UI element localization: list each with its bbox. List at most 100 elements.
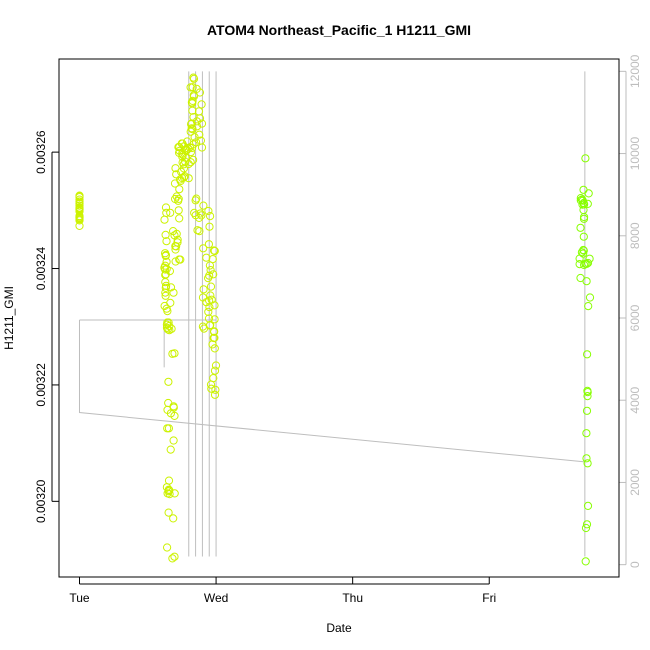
data-point <box>583 459 592 468</box>
data-point <box>160 215 169 224</box>
data-point <box>196 209 205 218</box>
data-point <box>576 223 585 232</box>
data-point <box>211 361 221 370</box>
y2-tick-label: 6000 <box>628 304 642 331</box>
data-point <box>190 208 199 217</box>
data-point <box>583 199 592 208</box>
data-point <box>206 212 215 221</box>
data-point <box>189 74 199 83</box>
data-point <box>205 222 214 231</box>
data-point <box>166 208 175 217</box>
data-point <box>180 142 189 151</box>
data-point <box>206 380 216 389</box>
x-tick-label: Thu <box>342 591 363 605</box>
data-point <box>190 133 199 142</box>
data-point <box>195 227 204 236</box>
x-tick-label: Fri <box>482 591 496 605</box>
data-point <box>172 192 181 201</box>
data-point <box>192 194 201 203</box>
data-point <box>186 83 195 92</box>
data-point <box>162 320 171 329</box>
data-point <box>176 255 185 264</box>
data-point <box>210 246 219 256</box>
y-axis-label: H1211_GMI <box>2 286 16 350</box>
data-point <box>210 344 219 353</box>
data-point <box>169 436 178 445</box>
data-point <box>169 402 178 411</box>
data-point <box>171 245 180 254</box>
data-point <box>583 501 593 510</box>
data-point <box>205 271 214 280</box>
data-point <box>162 323 172 332</box>
data-point <box>579 232 588 241</box>
series-line <box>78 320 585 463</box>
y-tick-label: 0.00326 <box>34 130 48 174</box>
data-point <box>581 523 591 533</box>
data-point <box>75 214 84 223</box>
data-point <box>166 445 175 454</box>
data-point <box>164 424 173 433</box>
data-point <box>195 130 204 139</box>
data-point <box>180 172 189 181</box>
data-point <box>195 114 205 123</box>
data-point <box>192 122 202 131</box>
x-tick-label: Wed <box>204 591 228 605</box>
data-point <box>206 291 215 300</box>
y2-tick-label: 8000 <box>628 222 642 249</box>
data-point <box>169 514 178 523</box>
data-point <box>199 285 208 294</box>
data-point <box>187 124 196 133</box>
data-point <box>162 281 171 290</box>
data-point <box>204 206 213 216</box>
data-point <box>582 454 591 463</box>
x-tick-label: Tue <box>69 591 90 605</box>
data-point <box>209 333 218 343</box>
data-point <box>161 203 171 212</box>
data-point <box>581 259 590 268</box>
data-point <box>584 189 593 198</box>
y2-tick-label: 10000 <box>628 137 642 171</box>
data-point <box>172 229 181 238</box>
data-point <box>585 293 595 302</box>
data-point <box>581 154 590 163</box>
data-point <box>175 214 184 223</box>
y2-tick-label: 2000 <box>628 469 642 496</box>
data-point <box>175 185 184 194</box>
data-point <box>208 255 217 264</box>
data-point <box>75 193 84 202</box>
data-point <box>195 213 204 222</box>
data-point <box>166 298 175 307</box>
data-point <box>164 476 174 485</box>
data-point <box>579 245 588 255</box>
plot-frame <box>58 58 620 578</box>
data-point <box>168 349 177 358</box>
data-point <box>187 143 197 153</box>
data-point <box>584 302 593 311</box>
data-point <box>197 143 207 152</box>
data-point <box>163 543 172 552</box>
data-point <box>166 409 175 418</box>
data-point <box>210 366 220 375</box>
data-point <box>161 230 170 239</box>
data-point <box>179 164 188 173</box>
data-point <box>204 314 214 323</box>
data-point <box>171 257 180 266</box>
data-point <box>168 554 177 563</box>
chart-title: ATOM4 Northeast_Pacific_1 H1211_GMI <box>207 22 471 38</box>
data-point <box>167 324 176 333</box>
data-point <box>199 201 208 210</box>
data-point <box>206 266 215 275</box>
data-point <box>161 250 170 260</box>
data-point <box>199 324 209 333</box>
data-point <box>163 307 172 316</box>
data-point <box>199 244 208 253</box>
data-point <box>172 242 181 251</box>
data-point <box>174 196 183 205</box>
data-point <box>170 552 179 561</box>
data-point <box>207 295 216 304</box>
data-point <box>169 288 178 297</box>
data-point <box>188 125 197 134</box>
data-point <box>583 392 592 401</box>
y-tick-label: 0.00320 <box>34 479 48 523</box>
data-point <box>165 326 174 335</box>
